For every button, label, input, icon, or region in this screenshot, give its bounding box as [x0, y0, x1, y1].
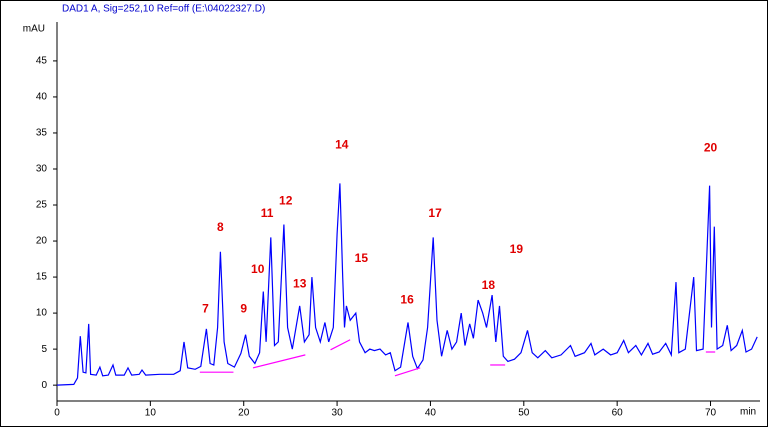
- x-tick-label: 30: [332, 408, 344, 419]
- peak-label: 18: [482, 278, 496, 292]
- peak-label: 12: [279, 194, 293, 208]
- y-tick-label: 30: [36, 164, 48, 175]
- y-tick-label: 35: [36, 128, 48, 139]
- peak-label: 14: [335, 137, 349, 151]
- y-tick-label: 25: [36, 200, 48, 211]
- x-tick-label: 20: [238, 408, 250, 419]
- x-axis-label: min: [740, 407, 756, 418]
- y-tick-label: 5: [41, 344, 47, 355]
- x-tick-label: 0: [54, 408, 60, 419]
- peak-label: 19: [510, 242, 524, 256]
- peak-label: 16: [400, 292, 414, 306]
- y-tick-label: 15: [36, 272, 48, 283]
- peak-label: 7: [202, 302, 209, 316]
- peak-label: 13: [293, 276, 307, 290]
- y-tick-label: 10: [36, 308, 48, 319]
- y-axis-label: mAU: [23, 24, 45, 35]
- x-tick-label: 40: [425, 408, 437, 419]
- chart-title: DAD1 A, Sig=252,10 Ref=off (E:\04022327.…: [62, 4, 265, 15]
- x-tick-label: 50: [518, 408, 530, 419]
- integration-baseline: [252, 354, 306, 369]
- peak-label: 20: [704, 140, 718, 154]
- x-tick-label: 70: [705, 408, 717, 419]
- peak-label: 11: [261, 206, 274, 220]
- peak-label: 9: [240, 302, 247, 316]
- x-tick-label: 10: [145, 408, 157, 419]
- peak-label: 8: [217, 220, 224, 234]
- peak-label: 17: [428, 206, 442, 220]
- peak-label: 10: [251, 262, 265, 276]
- x-tick-label: 60: [612, 408, 624, 419]
- trace: [56, 183, 758, 386]
- y-tick-label: 45: [36, 56, 48, 67]
- peak-label: 15: [355, 251, 369, 265]
- integration-baseline: [394, 367, 421, 377]
- y-tick-label: 0: [41, 380, 47, 391]
- y-tick-label: 40: [36, 92, 48, 103]
- integration-baseline: [330, 339, 351, 351]
- y-tick-label: 20: [36, 236, 48, 247]
